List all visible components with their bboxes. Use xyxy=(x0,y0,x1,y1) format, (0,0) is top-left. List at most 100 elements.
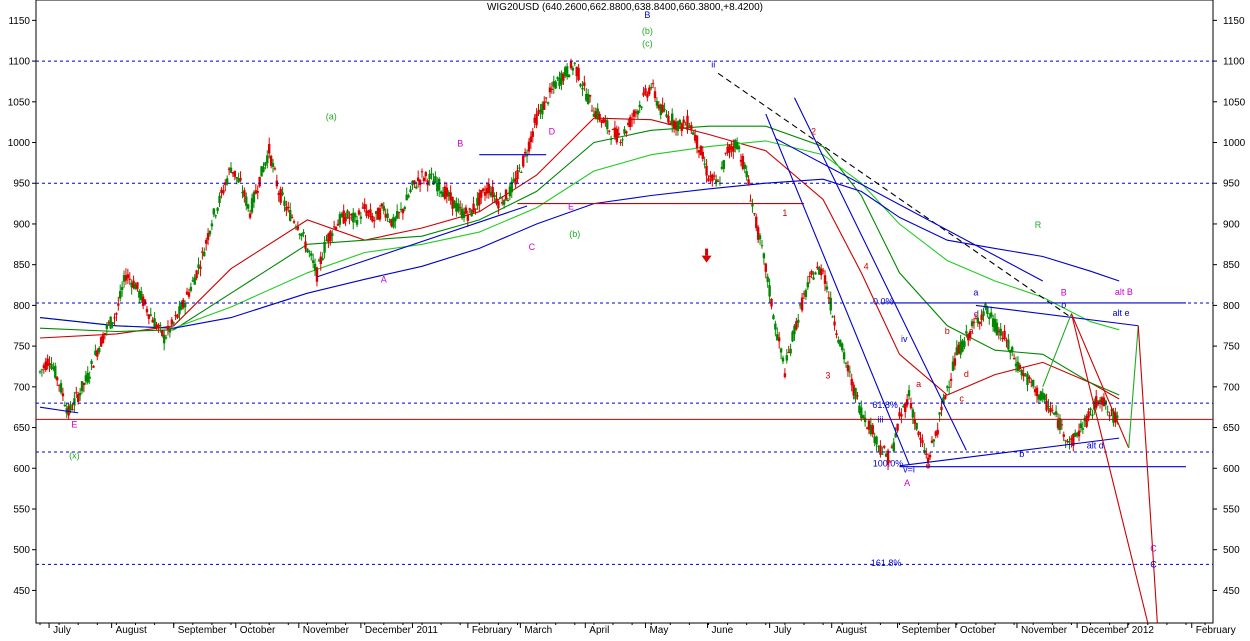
candlestick-series xyxy=(38,58,1119,471)
candle-body xyxy=(245,196,248,206)
candle-body xyxy=(222,190,225,194)
candle-body xyxy=(434,176,437,184)
candle-body xyxy=(220,189,223,193)
candle-body xyxy=(1056,420,1060,429)
candle-body xyxy=(485,187,489,194)
candle-body xyxy=(115,313,118,315)
candle-body xyxy=(468,208,471,210)
candle-body xyxy=(90,360,93,364)
candle-body xyxy=(871,425,874,435)
candle-body xyxy=(669,123,672,125)
x-tick-label: August xyxy=(116,625,147,636)
candle-body xyxy=(713,175,716,177)
candle-body xyxy=(145,308,149,313)
candle-body xyxy=(457,203,460,212)
candle-body xyxy=(892,442,895,452)
y-tick-label: 1000 xyxy=(8,138,31,149)
y-tick-label: 1050 xyxy=(1223,97,1246,108)
candle-body xyxy=(711,174,714,182)
moving-average-lines xyxy=(39,117,1120,400)
candle-body xyxy=(466,214,470,221)
candle-body xyxy=(970,321,974,327)
candle-body xyxy=(886,450,890,465)
candle-body xyxy=(684,124,687,126)
y-tick-label: 550 xyxy=(1223,504,1240,515)
candle-body xyxy=(879,445,882,455)
candle-body xyxy=(92,365,95,368)
candle-body xyxy=(1012,358,1016,360)
candle-body xyxy=(1112,410,1115,423)
candle-body xyxy=(988,316,991,319)
candle-body xyxy=(774,323,777,330)
candle-body xyxy=(99,337,103,347)
candle-body xyxy=(539,109,542,113)
candle-body xyxy=(858,405,861,413)
candle-body xyxy=(250,198,254,213)
candle-body xyxy=(917,431,920,436)
candle-body xyxy=(416,177,420,182)
candle-body xyxy=(501,202,504,204)
candle-body xyxy=(554,81,557,89)
candle-body xyxy=(388,221,391,223)
wave-label: b xyxy=(945,326,950,336)
candle-body xyxy=(394,217,397,222)
candle-body xyxy=(290,217,294,219)
wave-label: (b) xyxy=(642,26,653,36)
x-tick-label: November xyxy=(303,625,350,636)
candle-body xyxy=(166,325,170,331)
candle-body xyxy=(571,67,575,71)
candle-body xyxy=(187,292,191,297)
candle-body xyxy=(361,207,364,209)
candle-body xyxy=(904,403,907,413)
candle-body xyxy=(80,381,84,392)
candle-body xyxy=(432,180,435,185)
candle-body xyxy=(63,404,67,407)
candle-body xyxy=(107,322,110,324)
candle-body xyxy=(611,129,615,131)
candle-body xyxy=(821,270,825,272)
candle-body xyxy=(59,383,63,393)
candle-body xyxy=(972,321,976,323)
candle-body xyxy=(533,117,536,123)
candle-body xyxy=(1033,389,1037,393)
candle-body xyxy=(984,303,987,308)
candle-body xyxy=(130,282,133,288)
candle-body xyxy=(161,330,164,336)
candle-body xyxy=(111,322,114,324)
candle-body xyxy=(180,303,183,310)
candle-body xyxy=(1087,411,1090,418)
candle-body xyxy=(308,251,311,253)
candle-body xyxy=(953,358,957,366)
candle-body xyxy=(1053,412,1056,415)
candle-body xyxy=(413,180,416,184)
candle-body xyxy=(1009,349,1012,353)
candle-body xyxy=(627,122,630,126)
wave-label: (c) xyxy=(642,38,653,48)
candle-body xyxy=(241,191,244,194)
candle-body xyxy=(921,439,924,444)
candle-body xyxy=(363,204,366,210)
candle-body xyxy=(233,170,237,177)
wave-label: a xyxy=(969,326,974,336)
candle-body xyxy=(296,226,300,230)
candle-body xyxy=(357,210,361,215)
candle-body xyxy=(686,115,689,130)
y-tick-label: 800 xyxy=(13,301,30,312)
candle-body xyxy=(235,176,238,179)
candle-body xyxy=(896,423,899,431)
candle-body xyxy=(399,208,403,210)
x-axis: July August September October November Decemb… xyxy=(39,623,1236,636)
candle-body xyxy=(550,88,554,90)
candle-body xyxy=(829,297,832,311)
x-tick-label: 2012 xyxy=(1132,625,1155,636)
candle-body xyxy=(256,191,259,193)
candle-body xyxy=(791,331,794,342)
candle-body xyxy=(531,131,534,137)
candle-body xyxy=(867,420,871,430)
candle-body xyxy=(268,144,271,154)
candle-body xyxy=(728,144,731,153)
candle-body xyxy=(304,241,307,249)
candle-body xyxy=(254,190,258,194)
candle-body xyxy=(596,108,599,120)
